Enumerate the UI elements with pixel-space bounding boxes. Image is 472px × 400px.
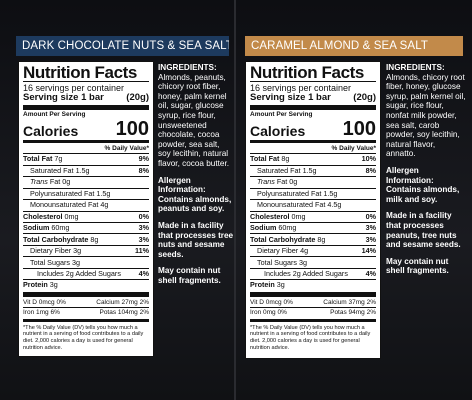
servings-per-container: 16 servings per container	[250, 83, 352, 93]
nutrient-row-dietary-fiber: Dietary Fiber 4g 14%	[250, 244, 376, 256]
serving-size-label: Serving size	[23, 92, 79, 104]
nutrient-row-sodium: Sodium 60mg 3%	[250, 222, 376, 233]
allergen-header: Allergen Information:	[386, 165, 434, 185]
nutrient-row-total-fat: Total Fat 7g 9%	[23, 153, 149, 164]
allergen-text: Contains almonds, peanuts and soy.	[158, 194, 232, 214]
panel-divider	[234, 0, 236, 400]
calories-row: Calories 100	[250, 119, 376, 139]
ingredients-dark-chocolate: INGREDIENTS: Almonds, peanuts, chicory ro…	[158, 63, 234, 292]
nutrient-row-total-fat: Total Fat 8g 10%	[250, 153, 376, 164]
ingredients-text: Almonds, peanuts, chicory root fiber, ho…	[158, 72, 229, 168]
servings-per-container: 16 servings per container	[23, 83, 125, 93]
daily-value-footnote: *The % Daily Value (DV) tells you how mu…	[23, 324, 144, 351]
calories-label: Calories	[250, 122, 306, 139]
calories-row: Calories 100	[23, 119, 149, 139]
serving-size-value: 1 bar	[81, 92, 104, 104]
amount-per-serving: Amount Per Serving	[23, 111, 86, 119]
nutrition-facts-title: Nutrition Facts	[250, 63, 364, 82]
ingredients-header: INGREDIENTS:	[386, 63, 445, 72]
daily-value-footnote: *The % Daily Value (DV) tells you how mu…	[250, 324, 371, 351]
vitamin-row-2: Iron 1mg 6% Potas 104mg 2%	[23, 307, 149, 317]
shell-warning: May contain nut shell fragments.	[158, 266, 221, 285]
nutrient-row-added-sugars: Includes 2g Added Sugars 4%	[250, 267, 376, 279]
flavor-banner-caramel-almond: CARAMEL ALMOND & SEA SALT	[245, 36, 463, 56]
shell-warning: May contain nut shell fragments.	[386, 256, 449, 276]
serving-size-row: Serving size 1 bar (20g)	[23, 92, 149, 104]
serving-size-grams: (20g)	[126, 92, 149, 104]
flavor-banner-dark-chocolate: DARK CHOCOLATE NUTS & SEA SALT	[16, 36, 229, 56]
vitamin-row-1: Vit D 0mcg 0% Calcium 37mg 2%	[250, 298, 376, 306]
allergen-header: Allergen Information:	[158, 175, 206, 195]
serving-size-value: 1 bar	[308, 92, 331, 104]
nutrient-row-cholesterol: Cholesterol 0mg 0%	[23, 210, 149, 221]
nutrient-row-dietary-fiber: Dietary Fiber 3g 11%	[23, 244, 149, 256]
nutrient-row-protein: Protein 3g	[23, 279, 149, 290]
nutrient-row-added-sugars: Includes 2g Added Sugars 4%	[23, 267, 149, 279]
ingredients-text: Almonds, chicory root fiber, honey, gluc…	[386, 72, 466, 159]
ingredients-caramel-almond: INGREDIENTS: Almonds, chicory root fiber,…	[386, 63, 466, 283]
serving-size-grams: (20g)	[353, 92, 376, 104]
serving-size-row: Serving size 1 bar (20g)	[250, 92, 376, 104]
allergen-text: Contains almonds, milk and soy.	[386, 185, 460, 204]
nutrient-row-trans-fat: Trans Fat 0g	[23, 176, 149, 187]
vitamin-row-2: Iron 0mg 0% Potas 94mg 2%	[250, 307, 376, 317]
daily-value-header: % Daily Value*	[104, 144, 149, 152]
nutrient-row-trans-fat: Trans Fat 0g	[250, 176, 376, 187]
calories-value: 100	[115, 117, 149, 140]
nutrient-row-polyunsaturated-fat: Polyunsaturated Fat 1.5g	[23, 187, 149, 199]
nutrient-row-sodium: Sodium 60mg 3%	[23, 222, 149, 233]
nutrition-label-caramel-almond: Nutrition Facts 16 servings per containe…	[245, 61, 381, 359]
nutrition-label-dark-chocolate: Nutrition Facts 16 servings per containe…	[18, 61, 154, 357]
facility-text: Made in a facility that processes peanut…	[386, 211, 461, 250]
serving-size-label: Serving size	[250, 92, 306, 104]
ingredients-header: INGREDIENTS:	[158, 63, 217, 72]
nutrient-row-saturated-fat: Saturated Fat 1.5g 8%	[250, 164, 376, 176]
nutrient-row-total-sugars: Total Sugars 3g	[250, 256, 376, 267]
nutrient-row-total-carbohydrate: Total Carbohydrate 8g 3%	[23, 233, 149, 244]
facility-text: Made in a facility that processes tree n…	[158, 220, 234, 259]
daily-value-header: % Daily Value*	[331, 144, 376, 152]
nutrient-row-monounsaturated-fat: Monounsaturated Fat 4.5g	[250, 199, 376, 210]
nutrient-row-cholesterol: Cholesterol 0mg 0%	[250, 210, 376, 221]
nutrient-row-protein: Protein 3g	[250, 279, 376, 290]
nutrient-row-polyunsaturated-fat: Polyunsaturated Fat 1.5g	[250, 187, 376, 199]
calories-value: 100	[342, 117, 376, 140]
amount-per-serving: Amount Per Serving	[250, 111, 313, 119]
nutrient-row-saturated-fat: Saturated Fat 1.5g 8%	[23, 164, 149, 176]
vitamin-row-1: Vit D 0mcg 0% Calcium 27mg 2%	[23, 298, 149, 306]
nutrient-row-total-sugars: Total Sugars 3g	[23, 256, 149, 267]
nutrient-row-total-carbohydrate: Total Carbohydrate 8g 3%	[250, 233, 376, 244]
nutrition-facts-title: Nutrition Facts	[23, 63, 137, 82]
calories-label: Calories	[23, 122, 79, 139]
nutrient-row-monounsaturated-fat: Monounsaturated Fat 4g	[23, 199, 149, 210]
